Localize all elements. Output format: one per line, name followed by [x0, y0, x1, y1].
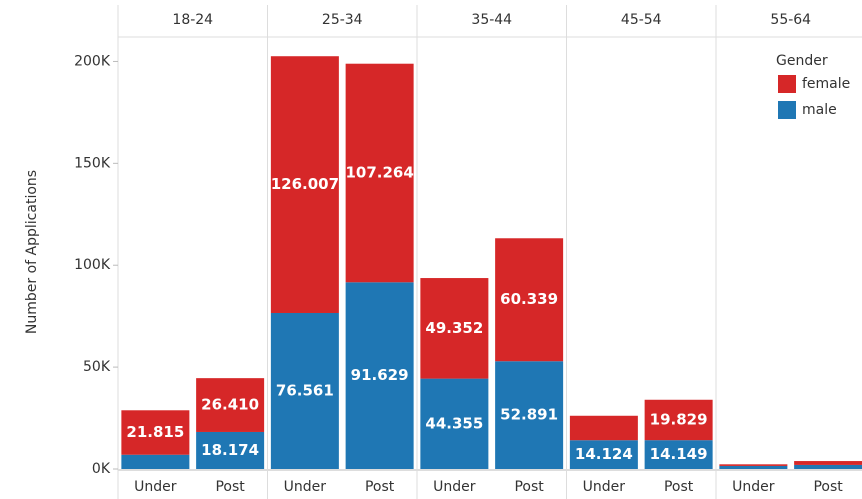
bar-segment [270, 312, 339, 469]
bar-segment [345, 63, 414, 283]
bar-segment [270, 56, 339, 313]
y-axis-title: Number of Applications [24, 170, 40, 334]
bar-segment [719, 465, 788, 469]
data-label: 52.891 [500, 406, 558, 424]
bar-segment [420, 378, 489, 469]
data-label: 76.561 [276, 381, 334, 399]
x-tick-label: Under [134, 479, 177, 495]
data-label: 19.829 [650, 410, 708, 428]
legend-label: female [802, 76, 850, 92]
bar-segment [495, 361, 564, 469]
facet-label: 35-44 [471, 12, 512, 28]
x-tick-label: Post [514, 479, 544, 495]
data-label: 21.815 [126, 423, 184, 441]
bar-segment [121, 410, 190, 455]
data-label: 14.149 [650, 445, 708, 463]
bar-segment [569, 440, 638, 469]
x-tick-label: Under [732, 479, 775, 495]
legend-swatch [778, 75, 796, 93]
bar-segment [121, 454, 190, 469]
x-tick-label: Post [813, 479, 843, 495]
y-tick-label: 200K [74, 53, 111, 69]
x-tick-label: Post [664, 479, 694, 495]
data-label: 44.355 [425, 414, 483, 432]
y-tick-label: 0K [92, 461, 111, 477]
data-label: 14.124 [575, 445, 633, 463]
bar-segment [196, 378, 265, 432]
bar-segment [569, 415, 638, 441]
bar-segment [794, 464, 862, 469]
bar-segment [345, 282, 414, 469]
bar-segment [196, 431, 265, 469]
data-label: 49.352 [425, 319, 483, 337]
bar-segment [794, 461, 862, 465]
x-tick-label: Post [365, 479, 395, 495]
bar-segment [495, 238, 564, 362]
y-tick-label: 150K [74, 155, 111, 171]
x-tick-label: Post [215, 479, 245, 495]
facet-label: 18-24 [172, 12, 213, 28]
legend-title: Gender [776, 53, 828, 69]
data-label: 60.339 [500, 290, 558, 308]
y-tick-label: 100K [74, 257, 111, 273]
bar-segment [420, 278, 489, 379]
data-label: 91.629 [351, 366, 409, 384]
data-label: 126.007 [271, 175, 339, 193]
data-label: 26.410 [201, 396, 259, 414]
facet-label: 25-34 [322, 12, 363, 28]
bar-segment [719, 464, 788, 466]
data-label: 107.264 [345, 163, 413, 181]
legend-label: male [802, 102, 837, 118]
x-tick-label: Under [284, 479, 327, 495]
facet-label: 55-64 [770, 12, 811, 28]
x-tick-label: Under [433, 479, 476, 495]
data-label: 18.174 [201, 441, 259, 459]
bar-segment [644, 440, 713, 469]
x-tick-label: Under [583, 479, 626, 495]
y-tick-label: 50K [83, 359, 111, 375]
legend-swatch [778, 101, 796, 119]
facet-label: 45-54 [621, 12, 662, 28]
bar-segment [644, 399, 713, 441]
